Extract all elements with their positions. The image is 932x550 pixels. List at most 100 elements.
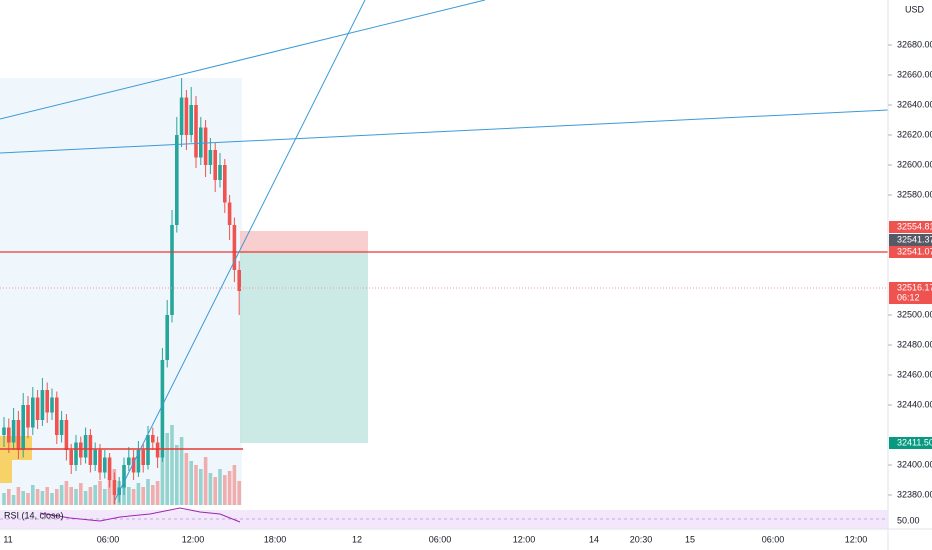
volume-bar [218, 469, 222, 505]
y-tick-label: 32580.00 [897, 189, 932, 199]
volume-bar [127, 487, 131, 505]
candle-body [74, 442, 78, 465]
candle-body [55, 397, 59, 435]
volume-bar [103, 489, 107, 505]
volume-bar [45, 487, 49, 505]
volume-bar [227, 471, 232, 505]
currency: USD [905, 4, 925, 14]
volume-bar [2, 493, 6, 505]
candle-body [79, 442, 83, 458]
candle-body [98, 450, 102, 473]
volume-bar [146, 479, 150, 505]
candle-body [21, 405, 25, 450]
volume-bar [11, 495, 16, 505]
candle-body [103, 457, 107, 473]
volume-bar [223, 475, 227, 505]
candle-body [7, 427, 11, 443]
candle-body [122, 465, 126, 488]
volume-bar [74, 489, 78, 505]
candle-body [131, 457, 136, 473]
y-tick-label: 32640.00 [897, 99, 932, 109]
candle-body [151, 435, 155, 443]
volume-bar [203, 457, 208, 505]
candle-body [127, 457, 131, 465]
trend-line [114, 0, 366, 501]
volume-bar [98, 481, 102, 505]
candle-body [31, 397, 35, 428]
x-tick-label: 15 [685, 534, 695, 544]
volume-bar [16, 487, 21, 505]
price-label-bg [889, 221, 932, 233]
y-tick-label: 32620.00 [897, 129, 932, 139]
y-tick-label: 32440.00 [897, 399, 932, 409]
x-tick-label: 12:00 [182, 534, 205, 544]
y-tick-label: 32600.00 [897, 159, 932, 169]
candle-body [184, 97, 189, 135]
target-zone [240, 252, 368, 443]
trend-line [0, 0, 486, 120]
candle-body [88, 435, 93, 465]
candle-body [232, 225, 237, 270]
candle-body [136, 450, 141, 473]
volume-bar [83, 491, 88, 505]
candle-body [26, 405, 30, 428]
candle-body [237, 270, 241, 291]
volume-bar [26, 493, 30, 505]
y-tick-label: 32380.00 [897, 489, 932, 499]
price-label: 32516.17 [897, 282, 932, 292]
candle-body [59, 420, 64, 435]
y-tick-label: 32400.00 [897, 459, 932, 469]
candle-body [203, 127, 208, 165]
price-label-bg [889, 282, 932, 304]
volume-bar [189, 461, 193, 505]
x-tick-label: 18:00 [264, 534, 287, 544]
volume-bar [50, 493, 54, 505]
candle-body [16, 420, 21, 450]
candle-body [189, 105, 193, 135]
y-tick-label: 32460.00 [897, 369, 932, 379]
price-label: 32554.81 [897, 221, 932, 231]
candle-body [218, 165, 222, 180]
volume-bar [237, 481, 241, 505]
x-tick-label: 11 [3, 534, 12, 544]
volume-bar [59, 485, 64, 505]
volume-bar [175, 445, 179, 505]
candle-body [112, 480, 117, 495]
zone-box [0, 460, 12, 483]
trend-line [0, 109, 889, 154]
volume-bar [93, 485, 97, 505]
candle-body [175, 135, 179, 225]
price-label: 32411.50 [897, 437, 932, 447]
volume-bar [40, 491, 45, 505]
x-tick-label: 12:00 [845, 534, 868, 544]
volume-bar [151, 485, 155, 505]
price-timer: 06:12 [897, 292, 920, 302]
candle-body [223, 165, 227, 203]
volume-bar [155, 481, 160, 505]
candle-body [146, 435, 150, 465]
candle-body [2, 427, 6, 435]
volume-bar [136, 483, 141, 505]
volume-bar [64, 481, 69, 505]
candle-body [165, 315, 169, 360]
volume-bar [179, 437, 184, 505]
volume-bar [35, 489, 40, 505]
y-tick-label: 32500.00 [897, 309, 932, 319]
candle-body [64, 420, 69, 450]
stop-zone [240, 231, 368, 252]
candle-body [227, 202, 232, 225]
candle-body [155, 442, 160, 458]
x-tick-label: 12 [352, 534, 362, 544]
volume-bar [69, 487, 73, 505]
volume-bar [141, 487, 145, 505]
x-tick-label: 06:00 [97, 534, 120, 544]
volume-bar [79, 483, 83, 505]
rsi-line [39, 507, 241, 523]
volume-bar [21, 491, 25, 505]
candle-body [199, 127, 203, 158]
candle-body [40, 390, 45, 420]
volume-bar [194, 465, 198, 505]
candle-body [160, 360, 165, 458]
candle-body [170, 225, 174, 315]
price-label-bg [889, 246, 932, 258]
